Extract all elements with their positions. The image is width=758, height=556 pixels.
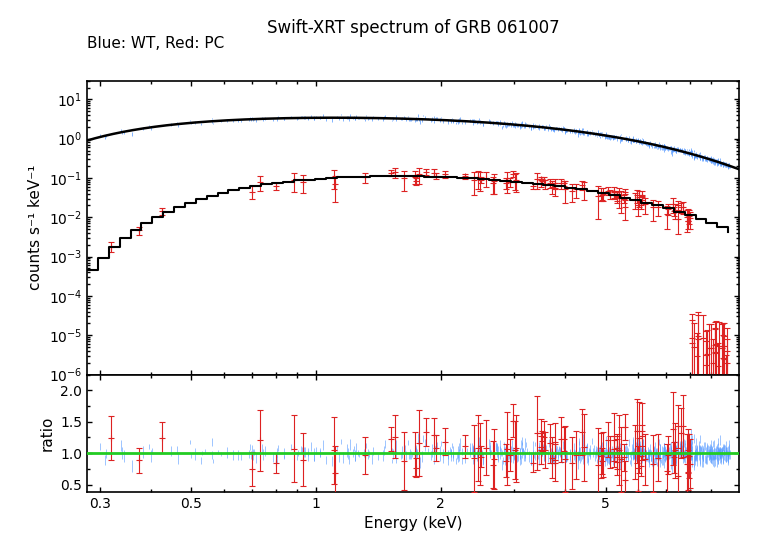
- Y-axis label: counts s⁻¹ keV⁻¹: counts s⁻¹ keV⁻¹: [28, 165, 43, 290]
- Text: Swift-XRT spectrum of GRB 061007: Swift-XRT spectrum of GRB 061007: [267, 19, 559, 37]
- X-axis label: Energy (keV): Energy (keV): [364, 517, 462, 532]
- Y-axis label: ratio: ratio: [39, 415, 55, 451]
- Text: Blue: WT, Red: PC: Blue: WT, Red: PC: [87, 36, 224, 51]
